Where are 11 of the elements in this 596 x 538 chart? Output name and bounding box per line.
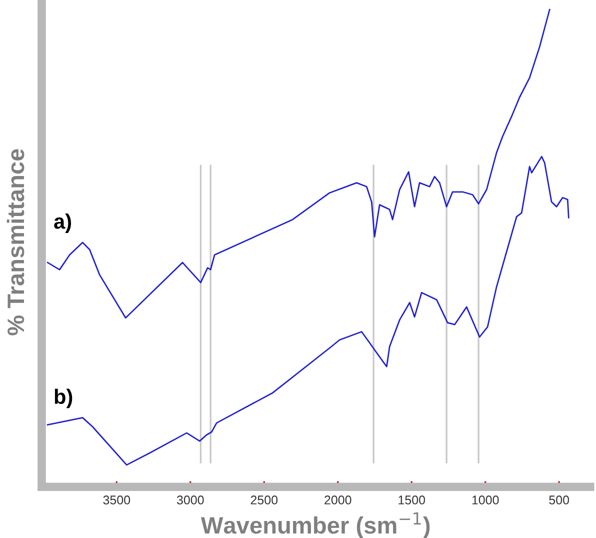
x-tick-label: 1500 [398, 496, 426, 504]
series-label: b) [54, 388, 72, 408]
x-tick-label: 1000 [472, 496, 499, 504]
x-tick-label: 3000 [176, 496, 204, 504]
x-axis-title: Wavenumber (sm$^{−1}$) [200, 512, 430, 538]
x-tick-label: 2000 [324, 496, 352, 504]
x-tick-label: 3500 [103, 496, 130, 504]
x-tick-label: 2500 [250, 496, 278, 504]
series-label: a) [54, 214, 72, 233]
y-axis-title: % Transmittance [6, 149, 24, 336]
x-tick-label: 500 [549, 496, 570, 504]
